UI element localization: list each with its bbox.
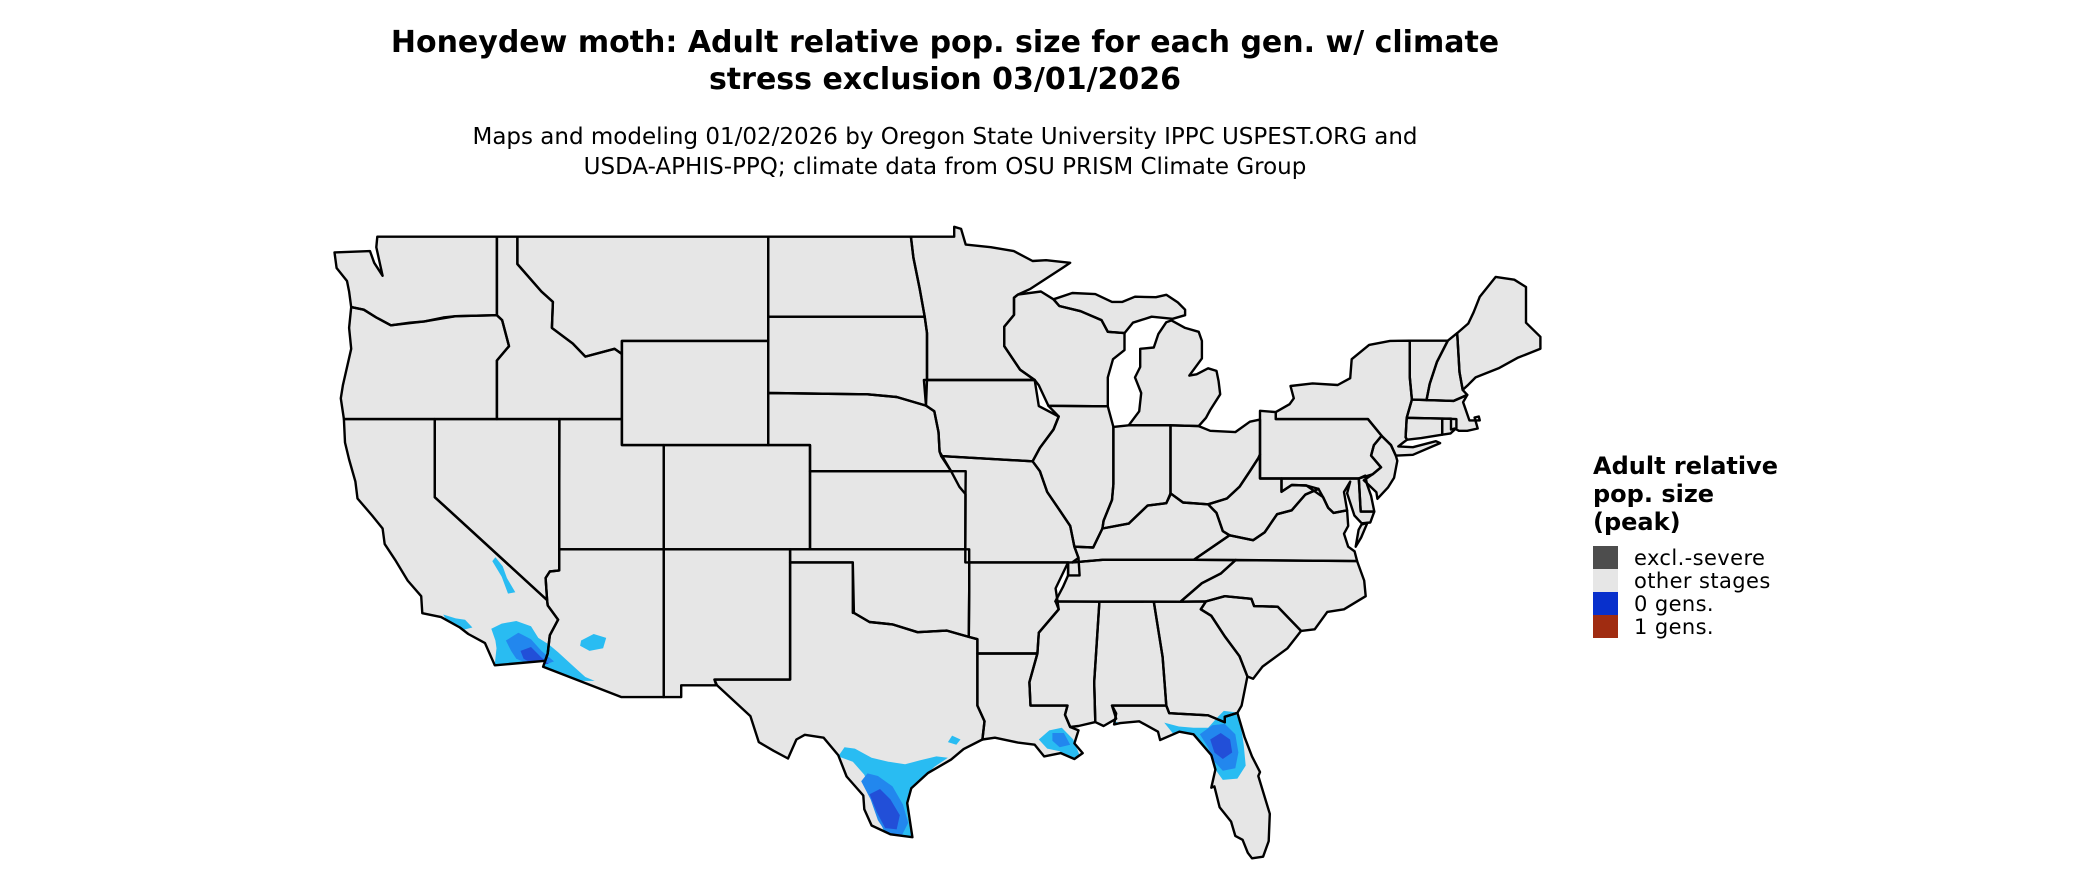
- legend: Adult relative pop. size (peak) excl.-se…: [1593, 452, 1853, 639]
- state-ar: [968, 562, 1069, 654]
- legend-item-label: 1 gens.: [1634, 614, 1715, 639]
- state-mn: [910, 226, 1071, 380]
- legend-item-2: 0 gens.: [1593, 591, 1853, 616]
- population-overlay-layer: [443, 557, 1246, 839]
- state-nc: [1180, 560, 1366, 631]
- state-border-mi_up: [1052, 291, 1187, 335]
- state-sc: [1200, 596, 1302, 679]
- legend-item-label: other stages: [1634, 568, 1771, 593]
- state-ma: [1406, 394, 1480, 431]
- map-title: Honeydew moth: Adult relative pop. size …: [390, 25, 1500, 97]
- legend-item-3: 1 gens.: [1593, 614, 1853, 639]
- state-wi: [1004, 291, 1125, 407]
- pop-region-south-texas-core: [869, 789, 900, 830]
- legend-swatch: [1593, 615, 1618, 638]
- state-border-mi: [1127, 319, 1222, 428]
- state-ok: [790, 549, 970, 637]
- state-il: [1032, 405, 1114, 548]
- state-ne: [768, 393, 952, 472]
- legend-item-label: 0 gens.: [1634, 591, 1715, 616]
- state-ct: [1405, 417, 1443, 440]
- us-states-map: [333, 225, 1542, 860]
- state-oh: [1170, 419, 1260, 505]
- state-ks: [810, 471, 966, 550]
- state-border-ct: [1404, 416, 1444, 441]
- state-wa: [334, 236, 497, 326]
- legend-title: Adult relative pop. size (peak): [1593, 452, 1779, 536]
- state-de: [1358, 475, 1375, 512]
- state-ca: [343, 419, 559, 666]
- legend-item-1: other stages: [1593, 568, 1853, 593]
- state-border-ga: [1152, 600, 1249, 724]
- state-sd: [768, 316, 927, 406]
- pop-region-death-valley: [492, 557, 516, 594]
- state-border-layer: [333, 225, 1542, 860]
- state-co: [663, 445, 810, 550]
- state-nj: [1363, 435, 1398, 499]
- state-ind: [1102, 425, 1171, 529]
- pop-region-socal-coast: [443, 614, 473, 631]
- pop-region-houston: [947, 735, 961, 745]
- pop-region-phoenix: [580, 634, 607, 651]
- state-ri: [1442, 418, 1457, 435]
- state-border-va_es: [1354, 521, 1369, 548]
- state-ms: [1029, 601, 1100, 727]
- state-border-ma: [1405, 393, 1482, 432]
- map-subtitle: Maps and modeling 01/02/2026 by Oregon S…: [472, 124, 1418, 180]
- legend-items: excl.-severe other stages 0 gens. 1 gens.: [1593, 545, 1853, 639]
- state-nv: [434, 419, 560, 601]
- state-va: [1193, 488, 1358, 562]
- state-border-wv: [1206, 453, 1320, 542]
- state-ny: [1275, 340, 1441, 456]
- us-map: [230, 150, 1590, 892]
- state-border-ind: [1101, 424, 1172, 530]
- state-mi: [1128, 320, 1221, 427]
- state-border-fl: [1110, 704, 1272, 860]
- state-md: [1281, 478, 1375, 524]
- state-ky: [1072, 493, 1230, 563]
- legend-swatch: [1593, 546, 1618, 569]
- legend-swatch: [1593, 592, 1618, 615]
- legend-item-0: excl.-severe: [1593, 545, 1853, 570]
- state-border-me: [1455, 275, 1542, 392]
- state-tn: [1055, 559, 1236, 602]
- state-me: [1457, 276, 1541, 390]
- pop-region-yuma-core: [520, 647, 549, 664]
- state-pa: [1260, 410, 1382, 479]
- legend-item-label: excl.-severe: [1634, 545, 1766, 570]
- state-ga: [1153, 601, 1248, 723]
- state-wv: [1208, 454, 1319, 541]
- state-nm: [663, 549, 791, 698]
- state-id: [496, 236, 622, 420]
- state-az: [543, 549, 664, 698]
- figure-header: Honeydew moth: Adult relative pop. size …: [0, 24, 1890, 182]
- pop-region-florida-core: [1210, 733, 1233, 759]
- state-vt: [1409, 340, 1448, 401]
- state-ut: [559, 419, 664, 550]
- state-or: [340, 307, 509, 420]
- state-mi_up: [1053, 293, 1186, 334]
- state-ia: [926, 380, 1059, 462]
- state-nd: [768, 236, 925, 317]
- state-mt: [517, 236, 769, 357]
- state-border-az: [541, 548, 665, 699]
- state-border-tx: [713, 561, 986, 839]
- pop-region-la-delta-mid: [1052, 733, 1071, 748]
- state-border-nj: [1362, 434, 1399, 500]
- legend-swatch: [1593, 569, 1618, 592]
- state-al: [1094, 601, 1167, 726]
- state-wy: [621, 340, 769, 446]
